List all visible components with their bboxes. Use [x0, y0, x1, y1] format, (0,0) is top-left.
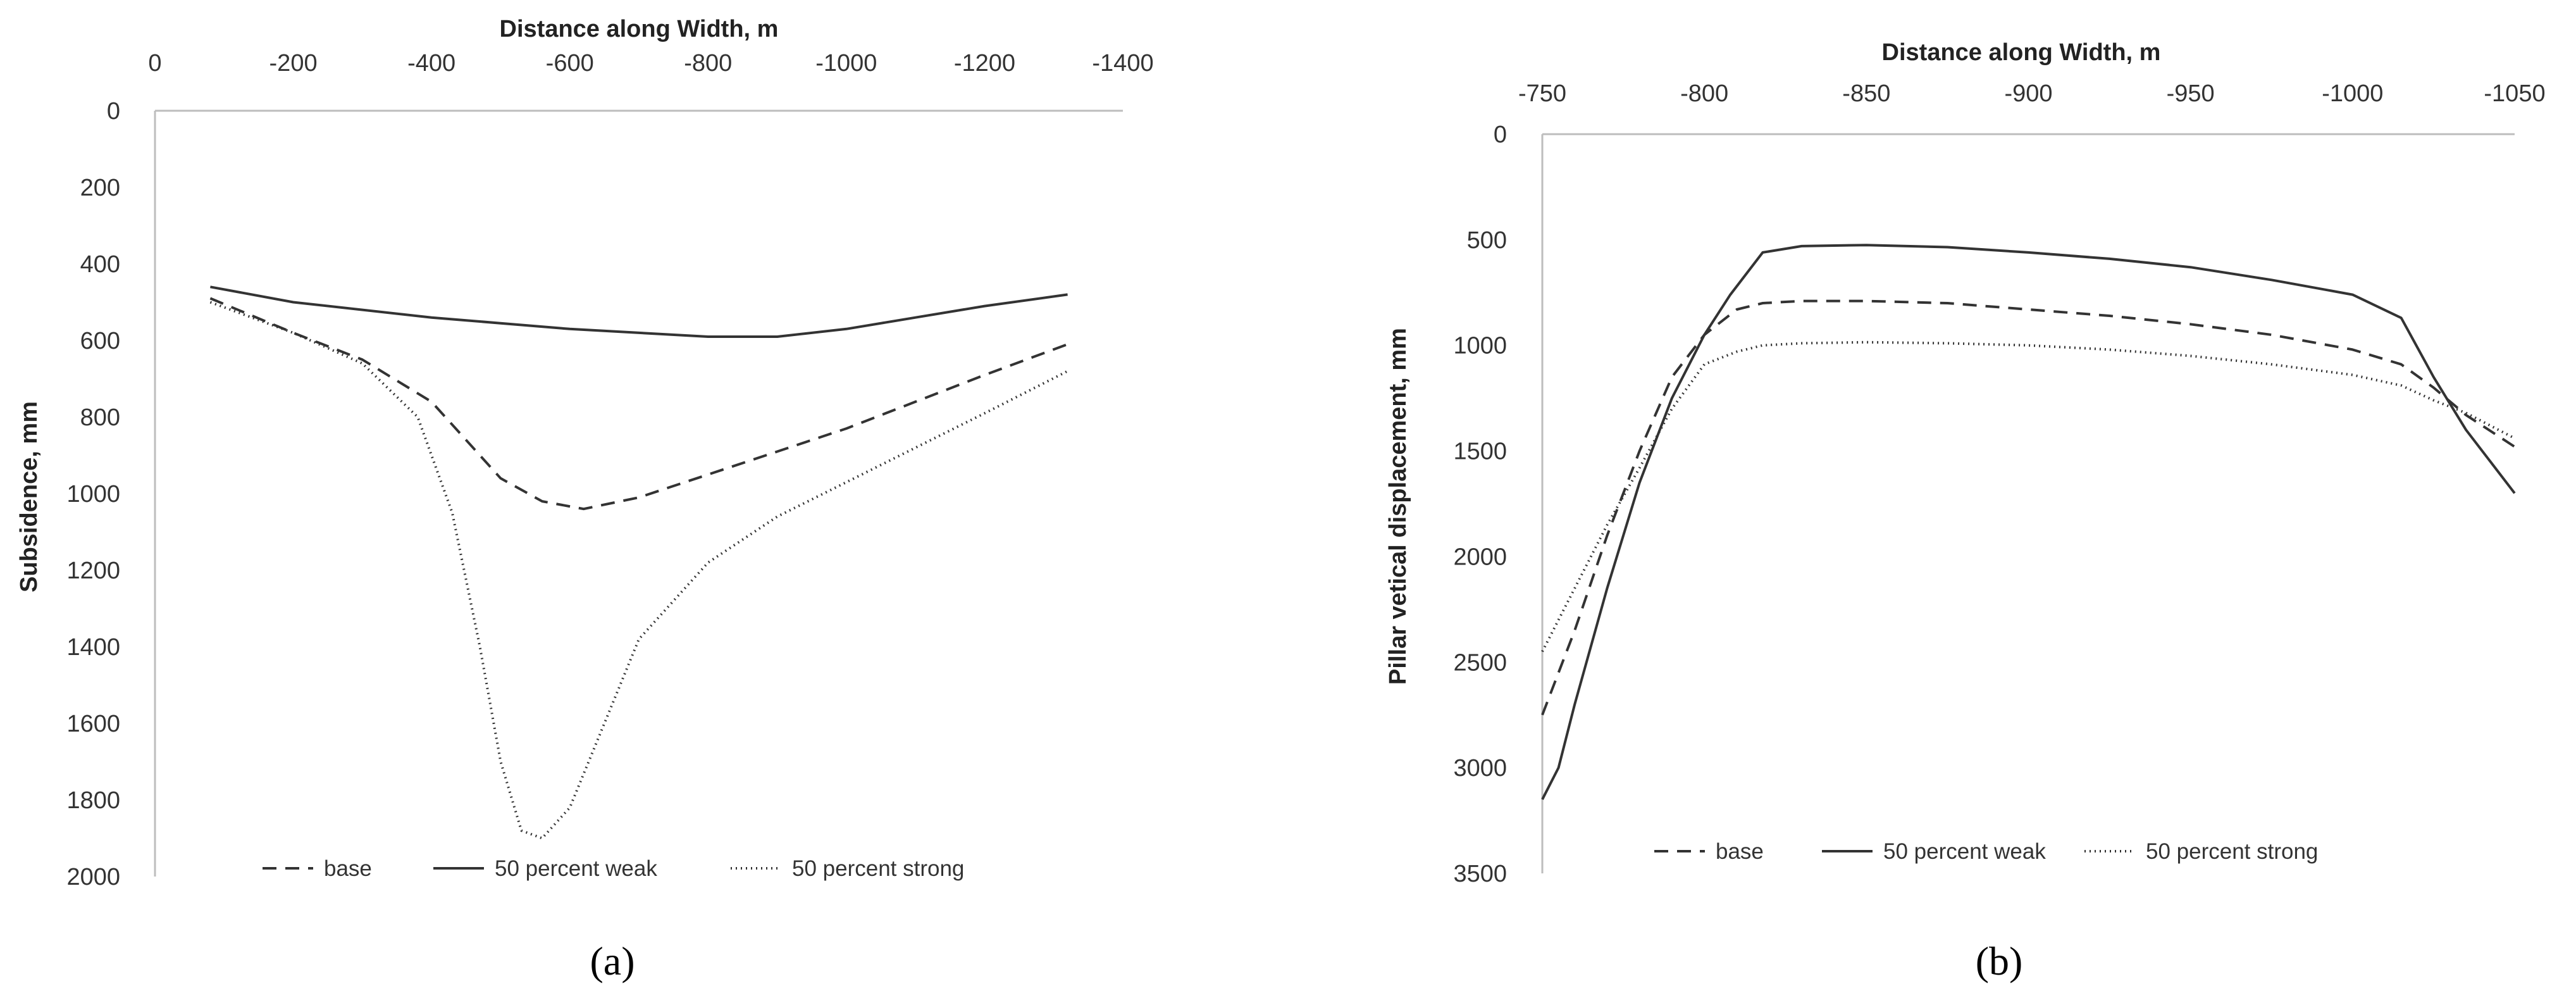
panel-a-y-tick-label: 600 — [80, 328, 120, 354]
panel-b-series — [1541, 244, 2516, 801]
panel-a-y-tick-label: 1600 — [66, 711, 120, 737]
panel-b-y-tick-label: 500 — [1467, 227, 1507, 254]
panel-a-y-tick-label: 2000 — [66, 864, 120, 890]
panel-b-y-tick-label: 2000 — [1453, 544, 1507, 570]
panel-a-x-tick-label: -800 — [684, 50, 732, 77]
panel-a-y-axis-title: Subsidence, mm — [16, 401, 42, 592]
panel-a-x-tick-label: -1200 — [954, 50, 1015, 77]
panel-b-series-line-50-percent-weak — [1541, 244, 2516, 801]
panel-b-y-tick-label: 3500 — [1453, 861, 1507, 887]
panel-a-series — [209, 285, 1068, 840]
panel-a-legend: base 50 percent weak 50 percent strong — [263, 856, 964, 881]
panel-a-y-tick-labels: 0 200 400 600 800 1000 1200 1400 1600 1800 2000 — [66, 98, 120, 890]
panel-b-x-tick-label: -800 — [1680, 80, 1728, 107]
panel-a-x-tick-label: -1400 — [1092, 50, 1153, 77]
panel-b-x-tick-label: -1000 — [2322, 80, 2383, 107]
panel-a-x-tick-label: -200 — [269, 50, 318, 77]
panel-a-y-tick-label: 1200 — [66, 558, 120, 584]
panel-a-caption: (a) — [590, 939, 635, 983]
panel-a-y-tick-label: 0 — [107, 98, 120, 125]
panel-b-pillar-displacement-chart: Distance along Width, m Pillar vetical d… — [1385, 39, 2546, 983]
panel-b-y-tick-label: 1500 — [1453, 439, 1507, 465]
panel-a-y-tick-label: 800 — [80, 404, 120, 431]
panel-b-y-tick-labels: 0 500 1000 1500 2000 2500 3000 3500 — [1453, 122, 1507, 887]
panel-b-series-line-base — [1541, 299, 2516, 716]
panel-a-y-tick-label: 1000 — [66, 481, 120, 508]
panel-a-x-tick-labels: 0 -200 -400 -600 -800 -1000 -1200 -1400 — [148, 50, 1153, 77]
panel-b-x-tick-labels: -750 -800 -850 -900 -950 -1000 -1050 — [1518, 80, 2546, 107]
panel-b-y-tick-label: 0 — [1494, 122, 1507, 148]
panel-a-x-tick-label: -600 — [546, 50, 594, 77]
panel-a-legend-label-weak: 50 percent weak — [495, 856, 657, 881]
panel-b-legend-label-strong: 50 percent strong — [2146, 839, 2318, 864]
panel-a-series-line-50-percent-weak — [210, 285, 1068, 338]
panel-a-legend-label-base: base — [324, 856, 372, 881]
panel-a-subsidence-chart: Distance along Width, m Subsidence, mm 0… — [16, 16, 1154, 983]
panel-a-y-tick-label: 1400 — [66, 634, 120, 661]
panel-b-series-line-50-percent-strong — [1541, 340, 2515, 652]
panel-b-legend-label-base: base — [1716, 839, 1764, 864]
panel-b-y-tick-label: 3000 — [1453, 755, 1507, 782]
panel-b-x-tick-label: -850 — [1842, 80, 1890, 107]
panel-b-x-tick-label: -750 — [1518, 80, 1566, 107]
panel-b-x-tick-label: -950 — [2167, 80, 2215, 107]
panel-a-y-tick-label: 200 — [80, 175, 120, 201]
panel-b-legend: base 50 percent weak 50 percent strong — [1654, 839, 2318, 864]
panel-a-x-axis-title: Distance along Width, m — [500, 16, 779, 42]
panel-b-legend-label-weak: 50 percent weak — [1883, 839, 2046, 864]
panel-a-y-tick-label: 1800 — [66, 787, 120, 814]
panel-a-x-tick-label: 0 — [148, 50, 161, 77]
panel-b-y-tick-label: 1000 — [1453, 333, 1507, 359]
panel-a-x-tick-label: -400 — [407, 50, 455, 77]
panel-a-x-tick-label: -1000 — [815, 50, 877, 77]
panel-a-legend-label-strong: 50 percent strong — [792, 856, 964, 881]
panel-b-y-axis-title: Pillar vetical displacement, mm — [1385, 328, 1411, 685]
panel-b-x-tick-label: -900 — [2004, 80, 2052, 107]
panel-b-x-tick-label: -1050 — [2484, 80, 2545, 107]
panel-a-y-tick-label: 400 — [80, 251, 120, 278]
panel-b-x-axis-title: Distance along Width, m — [1882, 39, 2161, 66]
panel-a-series-line-base — [209, 297, 1068, 511]
panel-b-caption: (b) — [1976, 939, 2023, 983]
panel-b-y-tick-label: 2500 — [1453, 649, 1507, 676]
panel-a-series-line-50-percent-strong — [209, 301, 1068, 840]
